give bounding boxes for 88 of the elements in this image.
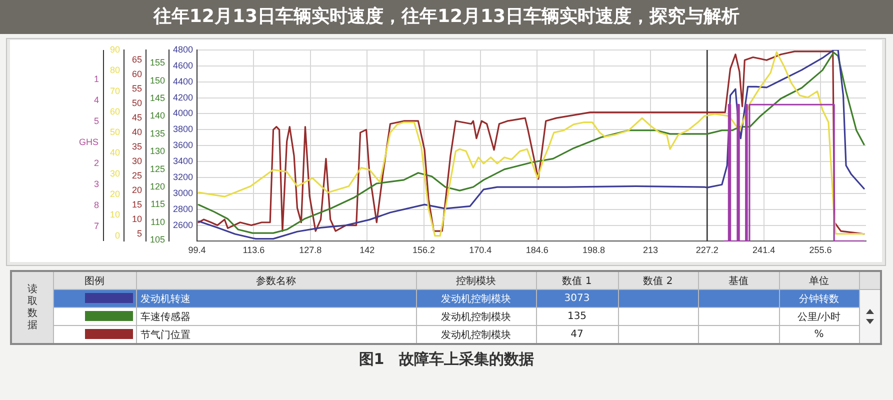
y-tick-label: 0: [114, 230, 120, 240]
x-tick-label: 113.6: [242, 245, 265, 256]
x-tick-label: 156.2: [412, 245, 436, 256]
y-tick-label: 4800: [173, 44, 194, 54]
y-tick-label: 4400: [173, 76, 194, 86]
x-tick-label: 241.4: [752, 245, 776, 256]
y2-tick-label: 120: [150, 182, 166, 192]
x-tick-label: 255.6: [809, 245, 832, 256]
x-tick-label: 99.4: [188, 245, 206, 256]
chart-title: 往年12月13日车辆实时速度，往年12月13日车辆实时速度，探究与解析: [0, 0, 893, 34]
text: 分钟转数: [779, 290, 859, 308]
text: 1: [94, 74, 100, 84]
y3-tick-label: 65: [132, 54, 142, 65]
y-tick-label: 20: [110, 189, 120, 200]
x-tick-label: 142: [360, 245, 375, 256]
y-tick-label: 40: [110, 148, 120, 158]
y3-tick-label: 35: [132, 142, 142, 152]
text: 数值 2: [618, 271, 698, 290]
y3-tick-label: 15: [132, 199, 142, 210]
y2-tick-label: 155: [150, 58, 166, 68]
y3-tick-label: 40: [132, 127, 142, 138]
y-tick-label: 3400: [173, 156, 194, 166]
y-tick-label: 2800: [173, 204, 194, 214]
y3-tick-label: 20: [132, 184, 142, 195]
text: GHS: [79, 136, 99, 147]
y-tick-label: 70: [110, 86, 120, 96]
y3-tick-label: 45: [132, 112, 142, 123]
x-tick-label: 170.4: [469, 245, 492, 256]
y2-tick-label: 130: [150, 146, 166, 156]
x-tick-label: 127.8: [299, 245, 322, 256]
y2-tick-label: 125: [150, 164, 166, 174]
y2-tick-label: 115: [150, 199, 166, 210]
y2-tick-label: 145: [150, 92, 166, 103]
text: 控制模块: [416, 271, 536, 290]
y-tick-label: 4600: [173, 60, 194, 70]
y2-tick-label: 140: [150, 110, 166, 121]
y2-tick-label: 110: [150, 216, 166, 227]
x-tick-label: 213: [642, 245, 658, 256]
y3-tick-label: 10: [132, 214, 142, 224]
y-tick-label: 4200: [173, 92, 194, 102]
text: 基值: [698, 271, 779, 290]
y-tick-label: 80: [110, 65, 120, 76]
text: 单位: [779, 271, 859, 290]
y3-tick-label: 5: [136, 228, 142, 238]
x-tick-label: 198.8: [582, 245, 606, 256]
y-tick-label: 3600: [173, 140, 194, 150]
y-tick-label: 60: [110, 106, 120, 116]
y3-tick-label: 25: [132, 170, 142, 181]
y-tick-label: 10: [110, 210, 120, 220]
caption: 图1 故障车上采集的数据: [358, 350, 536, 369]
x-tick-label: 227.2: [696, 245, 718, 256]
text: 8: [94, 200, 100, 210]
y2-tick-label: 105: [150, 234, 166, 245]
y3-tick-label: 50: [132, 98, 142, 108]
y-tick-label: 3200: [173, 172, 194, 182]
text: 3: [94, 178, 100, 189]
text: 发动机控制模块: [416, 290, 536, 308]
text: 2: [94, 158, 100, 168]
y3-tick-label: 30: [132, 156, 142, 166]
y2-tick-label: 135: [150, 128, 166, 138]
text: 7: [94, 220, 100, 231]
text: 4: [94, 94, 100, 105]
text: 发动机控制模块: [416, 326, 536, 344]
text: 参数名称: [136, 271, 416, 290]
y2-tick-label: 150: [150, 75, 166, 86]
y3-tick-label: 55: [132, 84, 142, 94]
y-tick-label: 2600: [173, 220, 194, 230]
text: 数值 1: [536, 271, 618, 290]
text: 读取数据: [26, 284, 38, 332]
y-tick-label: 3000: [173, 188, 194, 198]
y-tick-label: 50: [110, 127, 120, 138]
y3-tick-label: 60: [132, 69, 142, 80]
y-tick-label: 90: [110, 44, 120, 54]
text: 3073: [536, 290, 618, 308]
y-tick-label: 3800: [173, 124, 194, 134]
text: 5: [94, 116, 100, 126]
y-tick-label: 30: [110, 168, 120, 178]
y-tick-label: 4000: [173, 108, 194, 118]
legend-label: 车速传感器: [136, 308, 416, 326]
x-tick-label: 184.6: [526, 245, 548, 256]
text: 47: [536, 326, 618, 344]
legend-label: 节气门位置: [136, 326, 416, 344]
legend-label: 发动机转速: [136, 290, 416, 308]
text: %: [779, 326, 859, 344]
text: 发动机控制模块: [416, 308, 536, 326]
text: 图例: [53, 271, 136, 290]
text: 135: [536, 308, 618, 326]
text: 公里/小时: [779, 308, 859, 326]
